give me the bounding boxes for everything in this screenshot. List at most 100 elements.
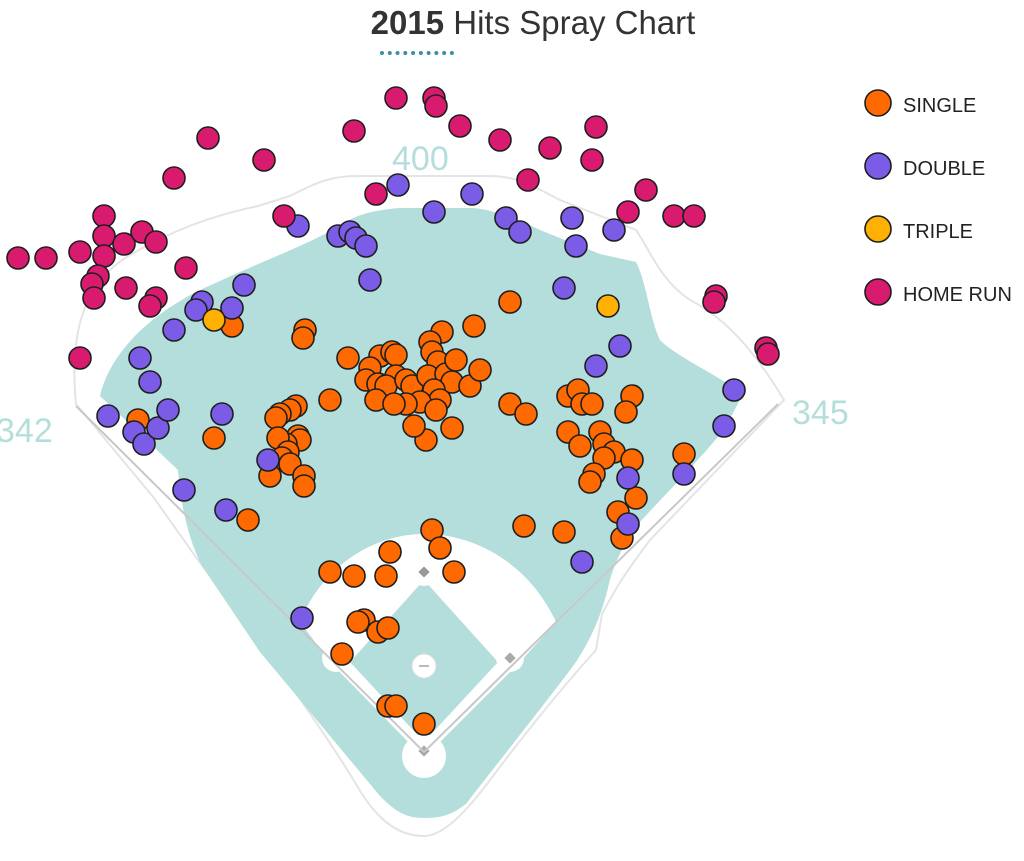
hit-single [318, 560, 342, 584]
hit-double [570, 550, 594, 574]
right-field-distance: 345 [792, 394, 849, 432]
hit-single [442, 560, 466, 584]
hit-triple [202, 308, 226, 332]
hit-home-run [342, 119, 366, 143]
hit-home-run [384, 86, 408, 110]
hit-single [412, 712, 436, 736]
hit-single [376, 616, 400, 640]
hit-single [402, 414, 426, 438]
hit-double [256, 448, 280, 472]
outer-wall [73, 175, 786, 838]
hit-double [602, 218, 626, 242]
hit-home-run [682, 204, 706, 228]
left-field-distance: 342 [0, 412, 53, 450]
hit-double [220, 296, 244, 320]
hit-single [346, 610, 370, 634]
hit-home-run [6, 246, 30, 270]
hit-home-run [114, 276, 138, 300]
hit-single [468, 358, 492, 382]
hit-double [560, 206, 584, 230]
right-foul-line [423, 403, 779, 753]
hit-single [264, 406, 288, 430]
hit-double [712, 414, 736, 438]
hit-home-run [174, 256, 198, 280]
title-underline [380, 51, 454, 55]
hit-double [232, 273, 256, 297]
hit-double [146, 416, 170, 440]
hit-double [184, 298, 208, 322]
hit-double [290, 606, 314, 630]
title-text: Hits Spray Chart [444, 4, 696, 41]
hit-single [382, 392, 406, 416]
hit-single [580, 392, 604, 416]
hit-single [514, 402, 538, 426]
hit-single [202, 426, 226, 450]
hit-home-run [138, 294, 162, 318]
hit-single [462, 314, 486, 338]
hit-double [128, 346, 152, 370]
legend-label-double: DOUBLE [903, 158, 985, 180]
hit-double [132, 432, 156, 456]
hit-home-run [662, 204, 686, 228]
hit-home-run [68, 240, 92, 264]
hit-double [608, 334, 632, 358]
hit-home-run [488, 128, 512, 152]
second-base [418, 566, 430, 578]
legend-label-home-run: HOME RUN [903, 284, 1012, 306]
hit-double [508, 220, 532, 244]
hit-single [568, 434, 592, 458]
first-base [504, 652, 516, 664]
legend-swatch-double [864, 152, 892, 180]
hit-double [616, 466, 640, 490]
center-field-distance: 400 [392, 140, 449, 178]
hit-double [156, 398, 180, 422]
legend-label-single: SINGLE [903, 95, 976, 117]
chart-title: 2015 Hits Spray Chart [0, 4, 1024, 42]
hit-home-run [616, 200, 640, 224]
hit-home-run [196, 126, 220, 150]
hit-home-run [82, 286, 106, 310]
hit-double [386, 173, 410, 197]
hit-double [722, 378, 746, 402]
hit-double [584, 354, 608, 378]
hit-single [512, 514, 536, 538]
hit-single [614, 400, 638, 424]
hit-home-run [584, 115, 608, 139]
hit-single [291, 326, 315, 350]
hit-single [378, 540, 402, 564]
hit-double [96, 404, 120, 428]
hit-home-run [756, 342, 780, 366]
hit-double [358, 268, 382, 292]
hit-double [138, 370, 162, 394]
hit-single [424, 398, 448, 422]
hit-single [342, 564, 366, 588]
hit-home-run [424, 94, 448, 118]
hit-double [210, 402, 234, 426]
hit-home-run [34, 246, 58, 270]
hit-double [214, 498, 238, 522]
hit-single [336, 346, 360, 370]
hit-double [422, 200, 446, 224]
hit-single [236, 508, 260, 532]
hit-home-run [252, 148, 276, 172]
hit-triple [596, 294, 620, 318]
hit-home-run [162, 166, 186, 190]
hit-home-run [364, 182, 388, 206]
legend-swatch-single [864, 89, 892, 117]
hit-double [672, 462, 696, 486]
hit-single [440, 416, 464, 440]
legend-swatch-triple [864, 215, 892, 243]
hit-home-run [272, 204, 296, 228]
hit-single [318, 388, 342, 412]
hit-double [494, 206, 518, 230]
hit-home-run [92, 224, 116, 248]
hit-single [384, 694, 408, 718]
hit-double [552, 276, 576, 300]
hit-home-run [702, 290, 726, 314]
hit-home-run [92, 204, 116, 228]
hit-home-run [580, 148, 604, 172]
hit-single [552, 520, 576, 544]
hit-single [672, 442, 696, 466]
hit-single [374, 564, 398, 588]
